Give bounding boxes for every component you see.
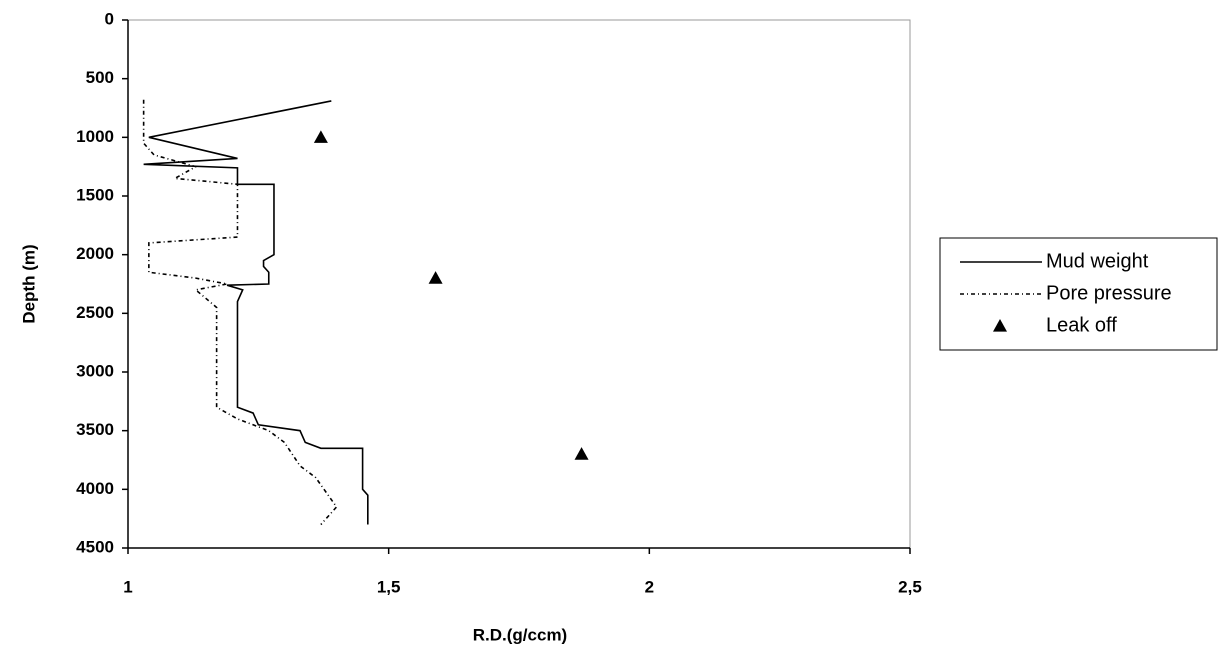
x-tick-label: 2 [645,577,654,596]
x-tick-label: 1 [123,577,132,596]
legend-label: Pore pressure [1046,282,1172,304]
y-tick-label: 1500 [76,185,114,204]
x-tick-label: 2,5 [898,577,922,596]
y-tick-label: 2000 [76,244,114,263]
y-tick-label: 2500 [76,303,114,322]
leak-off-marker [574,447,589,460]
leak-off-marker [313,130,328,143]
y-tick-label: 4000 [76,479,114,498]
x-axis-title: R.D.(g/ccm) [473,625,567,644]
legend-box [939,237,1218,351]
y-tick-label: 0 [105,9,114,28]
y-tick-label: 500 [86,68,114,87]
legend-label: Mud weight [1046,250,1149,272]
y-tick-label: 3000 [76,361,114,380]
series-line [143,100,369,525]
leak-off-marker [428,271,443,284]
y-axis-title: Depth (m) [19,244,38,323]
series-line [142,99,338,526]
x-tick-label: 1,5 [377,577,401,596]
y-tick-label: 4500 [76,537,114,556]
y-tick-label: 1000 [76,127,114,146]
y-tick-label: 3500 [76,420,114,439]
legend-symbol [993,319,1007,332]
legend-label: Leak off [1046,314,1117,336]
